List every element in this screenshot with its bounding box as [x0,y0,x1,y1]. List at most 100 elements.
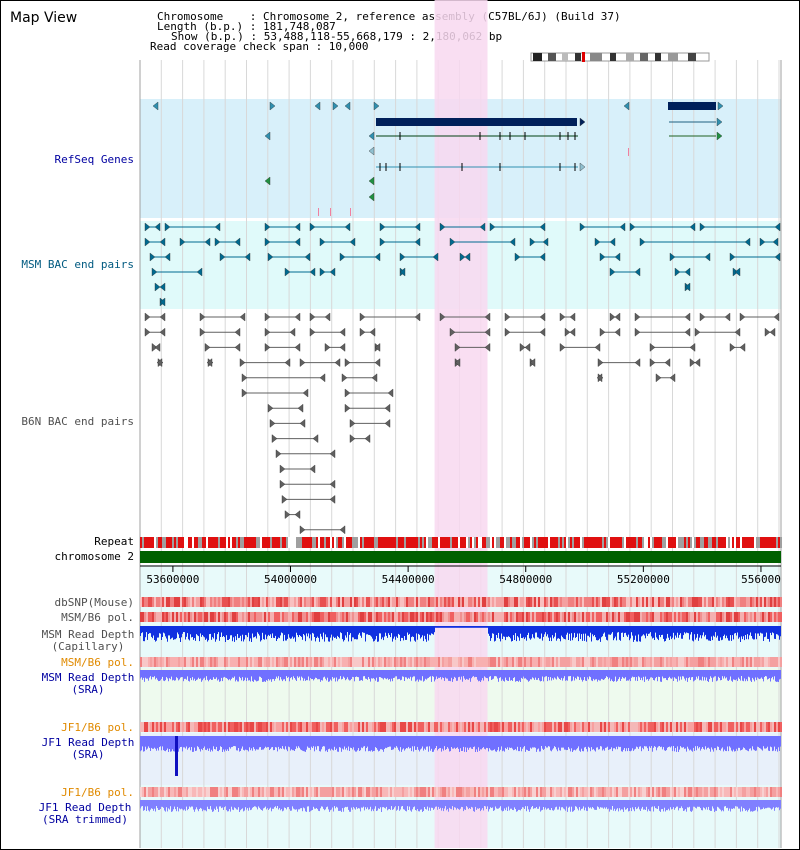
jf1-sra-depth-bar [244,736,245,751]
msm-capillary-depth-bar [407,626,408,633]
bac-end-right [374,342,381,352]
refseq-genes-track[interactable] [152,101,724,216]
msm-capillary-depth-bar [196,626,197,635]
polymorphism-tracks[interactable] [140,597,782,797]
jf1-b6-pol-cell [504,787,506,797]
jf1-b6-pol-cell [568,722,570,732]
msm-b6-pol-cell [536,657,538,667]
msm-b6-pol-cell [602,657,604,667]
msm-capillary-depth-bar [192,626,193,637]
jf1-b6-pol-cell [262,787,264,797]
msm-b6-pol-cell [622,657,624,667]
jf1-trimmed-depth-bar [317,800,318,810]
jf1-b6-pol-cell [146,787,148,797]
msm-b6-pol-cell [368,612,370,622]
chromosome-bar[interactable] [140,551,781,563]
msm-sra-depth-bar [371,670,372,679]
jf1-trimmed-depth-bar [241,800,242,810]
msm-sra-depth-bar [728,670,729,681]
msm-capillary-depth-bar [735,626,736,633]
msm-b6-pol-cell [560,657,562,667]
repeat-segment [300,537,302,548]
msm-sra-depth-bar [373,670,374,679]
msm-sra-depth-bar [776,670,777,682]
dbsnp-cell [566,597,568,607]
msm-capillary-depth-bar [376,626,377,636]
jf1-b6-pol-cell [260,787,262,797]
dbsnp-cell [222,597,224,607]
jf1-b6-pol-cell [420,787,422,797]
highlight-region[interactable] [434,0,488,848]
repeat-segment [346,537,348,548]
msm-b6-pol-cell [584,657,586,667]
gene-small [373,101,380,111]
dbsnp-cell [346,597,348,607]
jf1-sra-depth-bar [308,736,309,748]
msm-b6-pol-cell [504,612,506,622]
msm-capillary-depth-bar [578,626,579,642]
msm-b6-pol-cell [144,612,146,622]
bac-end-right [734,267,741,277]
track-label-msm-b6-pol-2: MSM/B6 pol. [61,656,134,669]
jf1-trimmed-depth-bar [641,800,642,809]
read-depth-tracks[interactable] [140,626,781,812]
msm-sra-depth-bar [167,670,168,679]
jf1-sra-depth-bar [751,736,752,751]
bac-end-right [614,312,621,322]
jf1-b6-pol-cell [240,787,242,797]
bac-end-right [159,297,166,307]
repeat-segment [204,537,206,548]
b6n-bac-pairs-track[interactable] [144,312,780,535]
jf1-trimmed-depth-bar [595,800,596,810]
jf1-b6-pol-cell [386,722,388,732]
gene-small [264,131,271,141]
repeat-segment [328,537,330,548]
jf1-trimmed-depth-bar [735,800,736,807]
jf1-b6-pol-cell [640,787,642,797]
dbsnp-cell [326,597,328,607]
jf1-b6-pol-cell [230,722,232,732]
repeat-segment [594,537,596,548]
msm-b6-pol-cell [186,612,188,622]
msm-sra-depth-bar [415,670,416,682]
msm-capillary-depth-bar [157,626,158,638]
jf1-sra-depth-bar [502,736,503,752]
msm-capillary-depth-bar [392,626,393,642]
jf1-sra-depth-bar [741,736,742,750]
jf1-b6-pol-cell [302,787,304,797]
jf1-b6-pol-cell [378,722,380,732]
jf1-sra-depth-bar [341,736,342,752]
repeat-segment [184,537,186,548]
msm-capillary-depth-bar [615,626,616,637]
chromosome-ideogram[interactable] [530,52,710,62]
msm-b6-pol-cell [670,657,672,667]
repeat-track[interactable] [140,537,782,548]
jf1-b6-pol-cell [384,787,386,797]
msm-sra-depth-bar [443,670,444,678]
msm-b6-pol-cell [752,612,754,622]
msm-sra-depth-bar [173,670,174,680]
jf1-b6-pol-cell [448,722,450,732]
jf1-sra-depth-bar [541,736,542,746]
dbsnp-cell [614,597,616,607]
msm-capillary-depth-bar [197,626,198,636]
bac-end-left [439,312,446,322]
msm-b6-pol-cell [364,657,366,667]
jf1-sra-depth-bar [646,736,647,747]
jf1-trimmed-depth-bar [511,800,512,809]
jf1-sra-depth-bar [708,736,709,748]
msm-capillary-depth-bar [261,626,262,641]
msm-bac-pairs-track[interactable] [144,222,781,307]
jf1-b6-pol-cell [350,787,352,797]
jf1-sra-depth-bar [626,736,627,749]
msm-sra-depth-bar [406,670,407,678]
jf1-b6-pol-cell [566,722,568,732]
msm-b6-pol-cell [526,612,528,622]
msm-b6-pol-cell [726,612,728,622]
msm-sra-depth-bar [459,670,460,677]
jf1-b6-pol-cell [204,787,206,797]
jf1-b6-pol-cell [370,787,372,797]
msm-capillary-depth-bar [561,626,562,636]
dbsnp-cell [194,597,196,607]
